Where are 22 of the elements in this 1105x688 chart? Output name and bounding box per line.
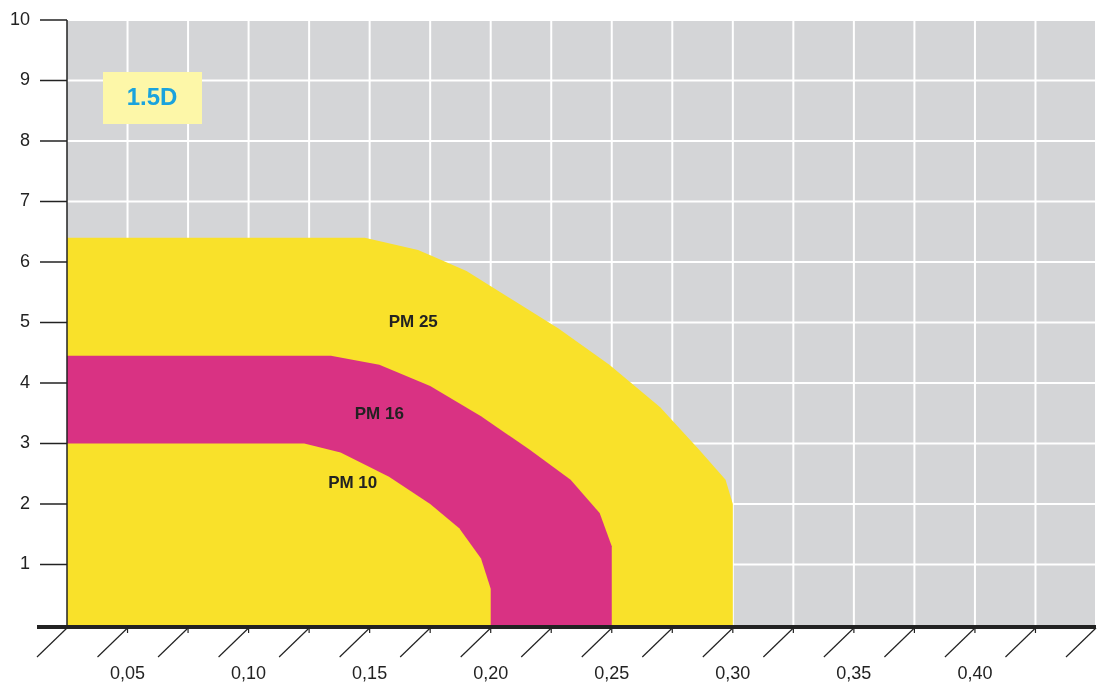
- y-tick-label: 5: [19, 311, 30, 332]
- x-tick-label: 0,10: [231, 662, 267, 683]
- y-tick-label: 3: [19, 432, 30, 453]
- series-label: PM 10: [328, 472, 378, 492]
- y-tick-label: 10: [9, 8, 30, 29]
- x-tick-label: 0,25: [594, 662, 630, 683]
- series-label: PM 25: [388, 312, 438, 332]
- y-tick-label: 6: [19, 250, 30, 271]
- y-tick-label: 4: [19, 371, 30, 392]
- x-tick-label: 0,15: [352, 662, 388, 683]
- x-tick-label: 0,05: [110, 662, 146, 683]
- y-tick-label: 1: [19, 553, 30, 574]
- series-label: PM 16: [354, 404, 404, 424]
- x-tick-label: 0,35: [836, 662, 872, 683]
- y-tick-label: 9: [19, 69, 30, 90]
- annotation: 1.5D: [126, 83, 178, 111]
- y-tick-label: 7: [19, 190, 30, 211]
- y-tick-label: 2: [19, 492, 30, 513]
- y-tick-label: 8: [19, 129, 30, 150]
- x-tick-label: 0,40: [957, 662, 993, 683]
- x-tick-label: 0,20: [473, 662, 509, 683]
- x-tick-label: 0,30: [715, 662, 751, 683]
